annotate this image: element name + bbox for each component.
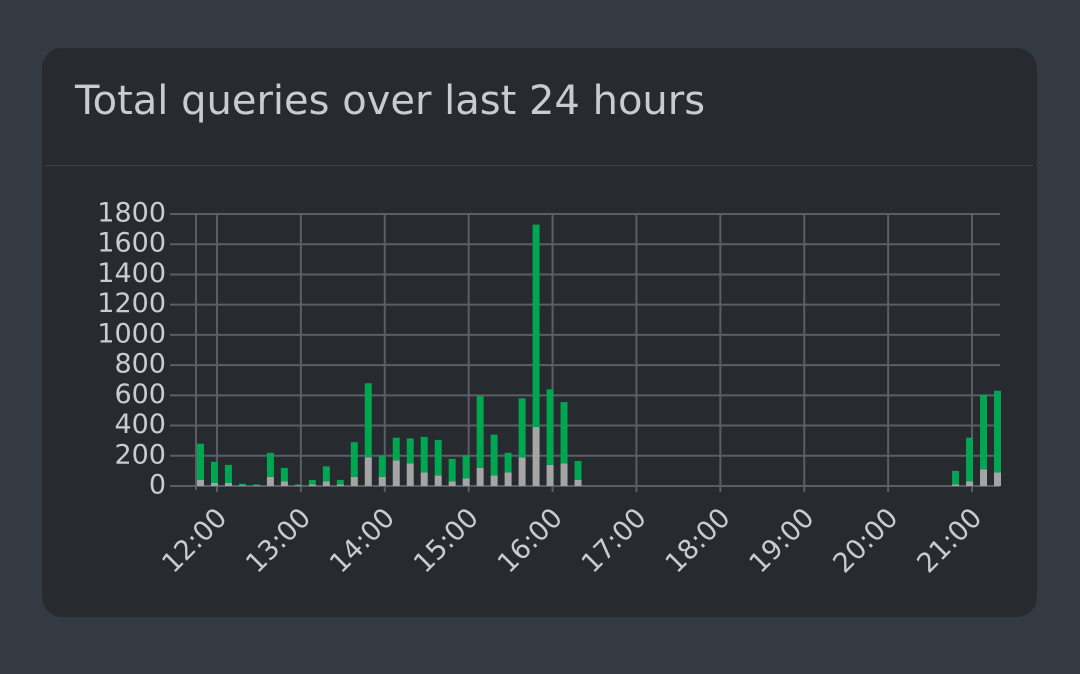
bar-segment (252, 484, 260, 486)
bar-segment (448, 458, 456, 482)
bar-segment (420, 436, 428, 473)
bar-segment (966, 481, 974, 486)
bar-segment (560, 402, 568, 464)
bar-segment (574, 479, 582, 486)
bar-segment (476, 396, 484, 468)
bar-segment (392, 437, 400, 461)
y-tick-label: 1000 (97, 318, 166, 349)
y-tick-label: 600 (114, 379, 166, 410)
card: Total queries over last 24 hours (42, 48, 1037, 617)
bar-segment (560, 463, 568, 486)
card-title: Total queries over last 24 hours (75, 78, 706, 124)
x-tick-label: 13:00 (240, 502, 317, 579)
bar-segment (336, 479, 344, 485)
bar-segment (350, 442, 358, 477)
bar-segment (224, 464, 232, 483)
bar-segment (574, 461, 582, 480)
bar-segment (532, 224, 540, 428)
bar-segment (448, 481, 456, 486)
y-tick-label: 1200 (97, 288, 166, 319)
bar-segment (546, 464, 554, 486)
bar-segment (434, 439, 442, 476)
bar-segment (280, 481, 288, 486)
x-tick-label: 18:00 (660, 502, 737, 579)
y-tick-label: 0 (149, 470, 166, 501)
bar-segment (197, 479, 204, 486)
bar-segment (224, 482, 232, 486)
y-tick-label: 800 (114, 349, 166, 380)
bar-segment (994, 472, 1001, 486)
bar-segment (210, 461, 218, 483)
bar-segment (966, 437, 974, 482)
bar-segment (406, 438, 414, 464)
bar-segment (476, 467, 484, 486)
bar-segment (434, 475, 442, 486)
bar-segment (336, 484, 344, 486)
bar-segment (504, 452, 512, 473)
bar-segment (518, 457, 526, 486)
bar-segment (266, 476, 274, 486)
x-tick-label: 20:00 (827, 502, 904, 579)
bar-segment (420, 472, 428, 486)
x-tick-label: 12:00 (156, 502, 233, 579)
bar-segment (364, 457, 372, 486)
y-tick-label: 200 (114, 439, 166, 470)
bar-segment (364, 383, 372, 458)
x-tick-label: 19:00 (744, 502, 821, 579)
bar-segment (518, 398, 526, 458)
bar-segment (546, 389, 554, 465)
bar-segment (308, 484, 316, 486)
bar-segment (238, 483, 246, 486)
bar-segment (952, 484, 960, 486)
bar-segment (294, 485, 302, 486)
y-tick-label: 1800 (97, 198, 166, 229)
bar-segment (266, 452, 274, 477)
bar-segment (490, 475, 498, 486)
bar-segment (994, 390, 1001, 473)
x-tick-label: 21:00 (911, 502, 988, 579)
bar-segment (490, 434, 498, 476)
bar-segment (210, 482, 218, 486)
bar-segment (350, 476, 358, 486)
bar-segment (532, 427, 540, 486)
bar-segment (322, 481, 330, 486)
x-tick-label: 17:00 (576, 502, 653, 579)
bar-segment (252, 485, 260, 486)
bar-segment (378, 455, 386, 477)
x-tick-label: 16:00 (492, 502, 569, 579)
bar-segment (322, 466, 330, 482)
bar-segment (504, 472, 512, 486)
bar-segment (238, 485, 246, 486)
bar-segment (462, 478, 470, 486)
bar-segment (392, 460, 400, 486)
y-tick-label: 1600 (97, 228, 166, 259)
bar-segment (280, 467, 288, 482)
bar-segment (980, 394, 988, 470)
x-tick-label: 15:00 (408, 502, 485, 579)
x-tick-label: 14:00 (324, 502, 401, 579)
bar-segment (980, 469, 988, 486)
bar-segment (197, 443, 204, 480)
bar-segment (462, 455, 470, 479)
bar-segment (406, 463, 414, 486)
bar-segment (378, 476, 386, 486)
bar-segment (294, 484, 302, 486)
bar-segment (308, 479, 316, 485)
y-tick-label: 1400 (97, 258, 166, 289)
divider (46, 165, 1033, 166)
bar-segment (952, 470, 960, 485)
y-tick-label: 400 (114, 409, 166, 440)
